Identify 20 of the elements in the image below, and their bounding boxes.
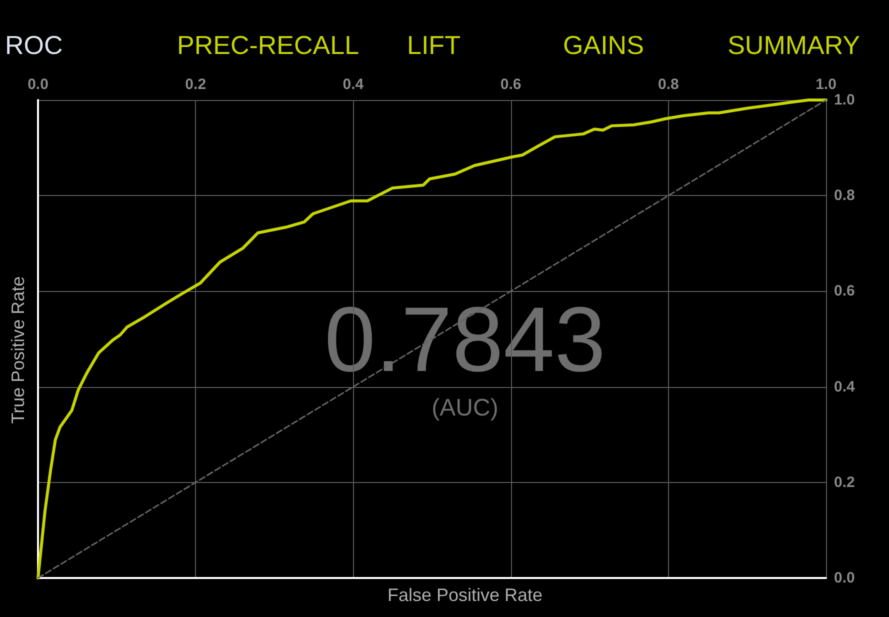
text: PREC-RECALL — [177, 30, 360, 60]
x-tick-label: 1.0 — [816, 76, 836, 93]
y-tick-label: 0.2 — [834, 474, 855, 491]
x-tick-label: 0.6 — [500, 76, 522, 93]
y-axis-title: True Positive Rate — [8, 276, 28, 424]
x-axis-title: False Positive Rate — [387, 585, 543, 605]
x-tick-label: 0.4 — [342, 76, 364, 93]
y-tick-label: 0.0 — [834, 570, 855, 586]
y-tick-label: 0.4 — [834, 378, 856, 396]
text: LIFT — [407, 30, 461, 60]
text: SUMMARY — [728, 30, 860, 60]
text: GAINS — [563, 30, 644, 60]
x-tick-label: 0.0 — [28, 76, 48, 93]
text: ROC — [5, 30, 63, 60]
y-tick-label: 1.0 — [834, 92, 855, 108]
y-tick-label: 0.8 — [834, 187, 855, 204]
x-tick-label: 0.2 — [185, 76, 206, 93]
y-tick-label: 0.6 — [834, 282, 855, 300]
x-tick-label: 0.8 — [658, 76, 679, 93]
annotation: (AUC) — [432, 394, 498, 422]
